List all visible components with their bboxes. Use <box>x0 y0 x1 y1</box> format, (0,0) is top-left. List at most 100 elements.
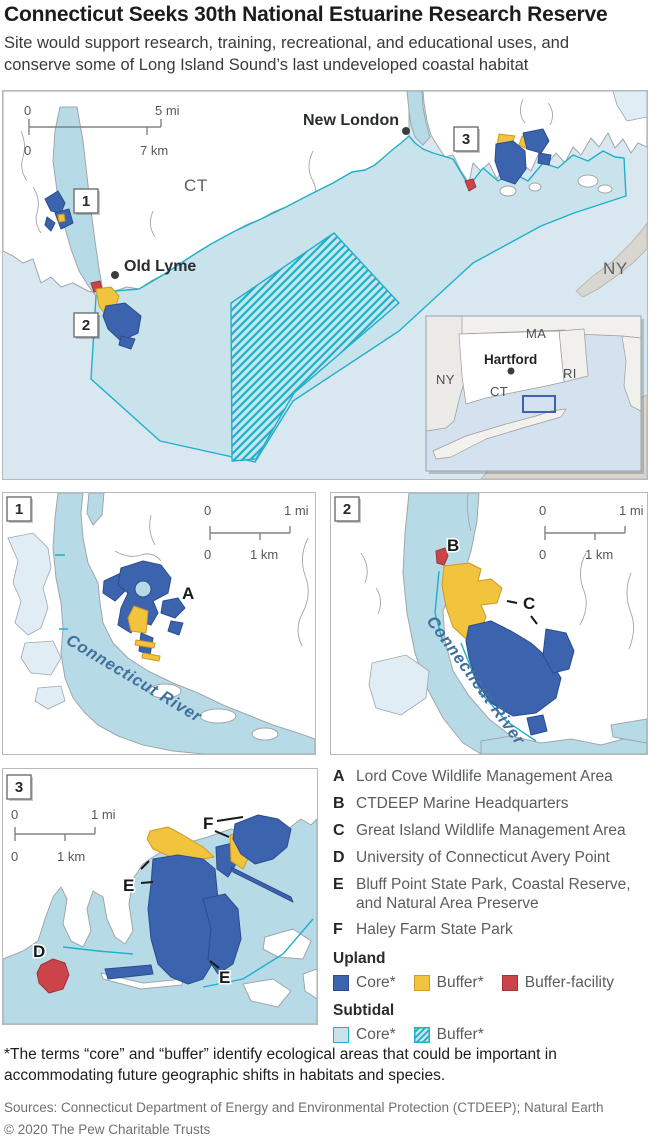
legend-site-a: A Lord Cove Wildlife Management Area <box>333 768 613 785</box>
inset-ct-state <box>458 330 565 405</box>
avery-point-facility <box>36 958 70 994</box>
svg-text:3: 3 <box>462 131 470 148</box>
svg-text:0: 0 <box>11 849 18 864</box>
inset-ct-label: CT <box>490 384 508 399</box>
inset-ma-label: MA <box>526 326 546 341</box>
callout-e2: E <box>219 968 230 987</box>
thames-river <box>406 91 431 146</box>
ct-label: CT <box>184 176 208 195</box>
upland-buffer-swatch <box>413 975 430 992</box>
map3-scale-bar: 0 1 mi 0 1 km <box>11 807 116 864</box>
svg-text:1 km: 1 km <box>250 547 278 562</box>
footnote: *The terms “core” and “buffer” identify … <box>4 1046 557 1085</box>
upland-heading: Upland <box>333 950 386 968</box>
upland-legend-row: Core* Buffer* Buffer-facility <box>333 974 648 992</box>
upland-facility-swatch <box>501 975 518 992</box>
upland-core-swatch <box>333 975 349 992</box>
legend-site-e: E Bluff Point State Park, Coastal Reserv… <box>333 875 631 912</box>
ny-label: NY <box>603 259 628 278</box>
area1-cluster <box>44 190 74 232</box>
scale-km-label: 7 km <box>140 143 168 158</box>
area2-cluster <box>90 280 142 350</box>
map3-callouts: D E E F <box>32 813 244 989</box>
svg-text:1: 1 <box>15 501 23 518</box>
callout-c-leaders <box>506 600 538 625</box>
coastal-islands <box>499 174 613 197</box>
detail-map-3: D E E F 0 1 mi 0 1 km 3 <box>2 768 318 1025</box>
svg-text:0: 0 <box>11 807 18 822</box>
svg-text:0: 0 <box>204 547 211 562</box>
old-lyme-label: Old Lyme <box>124 258 196 275</box>
detail-map-3-svg: D E E F 0 1 mi 0 1 km 3 <box>3 769 317 1024</box>
main-map-labels: CT NY New London Old Lyme <box>111 112 628 279</box>
map2-marker: 2 <box>334 496 361 523</box>
new-london-label: New London <box>303 112 399 129</box>
scale-zero-mi: 0 <box>24 103 31 118</box>
svg-text:1 mi: 1 mi <box>284 503 309 518</box>
map2-scale-bar: 0 1 mi 0 1 km <box>539 503 644 562</box>
subtidal-buffer-swatch <box>413 1027 430 1044</box>
main-scale-bar: 0 5 mi 0 7 km <box>24 103 180 158</box>
subtidal-core-swatch <box>333 1027 349 1044</box>
callout-b: B <box>447 536 459 555</box>
mystic-inlet <box>612 91 647 122</box>
callout-a: A <box>182 584 194 603</box>
main-map-svg: 0 5 mi 0 7 km CT NY New London Old Lyme … <box>3 91 647 479</box>
svg-text:1 km: 1 km <box>585 547 613 562</box>
scale-zero-km: 0 <box>24 143 31 158</box>
haley-farm-core <box>232 814 292 865</box>
new-london-dot <box>402 127 410 135</box>
svg-text:0: 0 <box>539 547 546 562</box>
old-lyme-dot <box>111 271 119 279</box>
map3-marker: 3 <box>6 774 33 801</box>
map1-water <box>7 493 315 754</box>
callout-d: D <box>33 942 45 961</box>
subtidal-legend-row: Core* Buffer* <box>333 1026 648 1044</box>
legend-site-c: C Great Island Wildlife Management Area <box>333 821 626 839</box>
inset-ny-label: NY <box>436 372 455 387</box>
map1-connecticut-river <box>52 493 315 754</box>
marker-3: 3 <box>453 126 480 153</box>
svg-text:1 km: 1 km <box>57 849 85 864</box>
svg-text:3: 3 <box>15 779 23 796</box>
callout-e1: E <box>123 876 134 895</box>
bluff-point-core <box>147 854 222 985</box>
page-subtitle: Site would support research, training, r… <box>4 34 570 74</box>
svg-text:1 mi: 1 mi <box>619 503 644 518</box>
map1-marker: 1 <box>6 496 33 523</box>
area3-cluster <box>464 128 552 192</box>
inset-ri-label: RI <box>563 366 577 381</box>
svg-text:2: 2 <box>82 317 90 334</box>
callout-c: C <box>523 594 535 613</box>
map1-scale-bar: 0 1 mi 0 1 km <box>204 503 309 562</box>
map1-lord-cove-cluster <box>102 550 186 662</box>
subtidal-heading: Subtidal <box>333 1002 395 1020</box>
map3-subtidal-line <box>62 918 314 988</box>
svg-text:1: 1 <box>82 193 90 210</box>
map3-parks <box>36 814 294 994</box>
map3-islands <box>100 928 317 1008</box>
inset-map: MA NY RI CT Hartford <box>425 315 644 474</box>
detail-map-1-svg: A Connecticut River 0 1 mi 0 1 km 1 <box>3 493 315 754</box>
inset-highlight-rect <box>522 395 556 413</box>
detail-map-1: A Connecticut River 0 1 mi 0 1 km 1 <box>2 492 316 755</box>
map2-great-island-cluster <box>435 547 575 736</box>
inset-long-island <box>432 408 567 460</box>
copyright-line: © 2020 The Pew Charitable Trusts <box>4 1122 211 1137</box>
marker-1: 1 <box>73 188 100 215</box>
inset-hartford-dot <box>507 367 515 375</box>
map2-griswold-point <box>368 654 430 716</box>
page-title: Connecticut Seeks 30th National Estuarin… <box>4 3 608 26</box>
legend: A Lord Cove Wildlife Management Area B C… <box>333 768 648 1044</box>
inset-hartford-label: Hartford <box>484 352 537 367</box>
detail-map-2: B C Connecticut River 0 1 mi 0 1 km 2 <box>330 492 648 755</box>
svg-text:1 mi: 1 mi <box>91 807 116 822</box>
fishers-island <box>575 222 647 298</box>
callout-f: F <box>203 814 213 833</box>
svg-text:2: 2 <box>343 501 351 518</box>
marker-2: 2 <box>73 312 100 339</box>
svg-text:0: 0 <box>539 503 546 518</box>
detail-map-2-svg: B C Connecticut River 0 1 mi 0 1 km 2 <box>331 493 647 754</box>
scale-mi-label: 5 mi <box>155 103 180 118</box>
